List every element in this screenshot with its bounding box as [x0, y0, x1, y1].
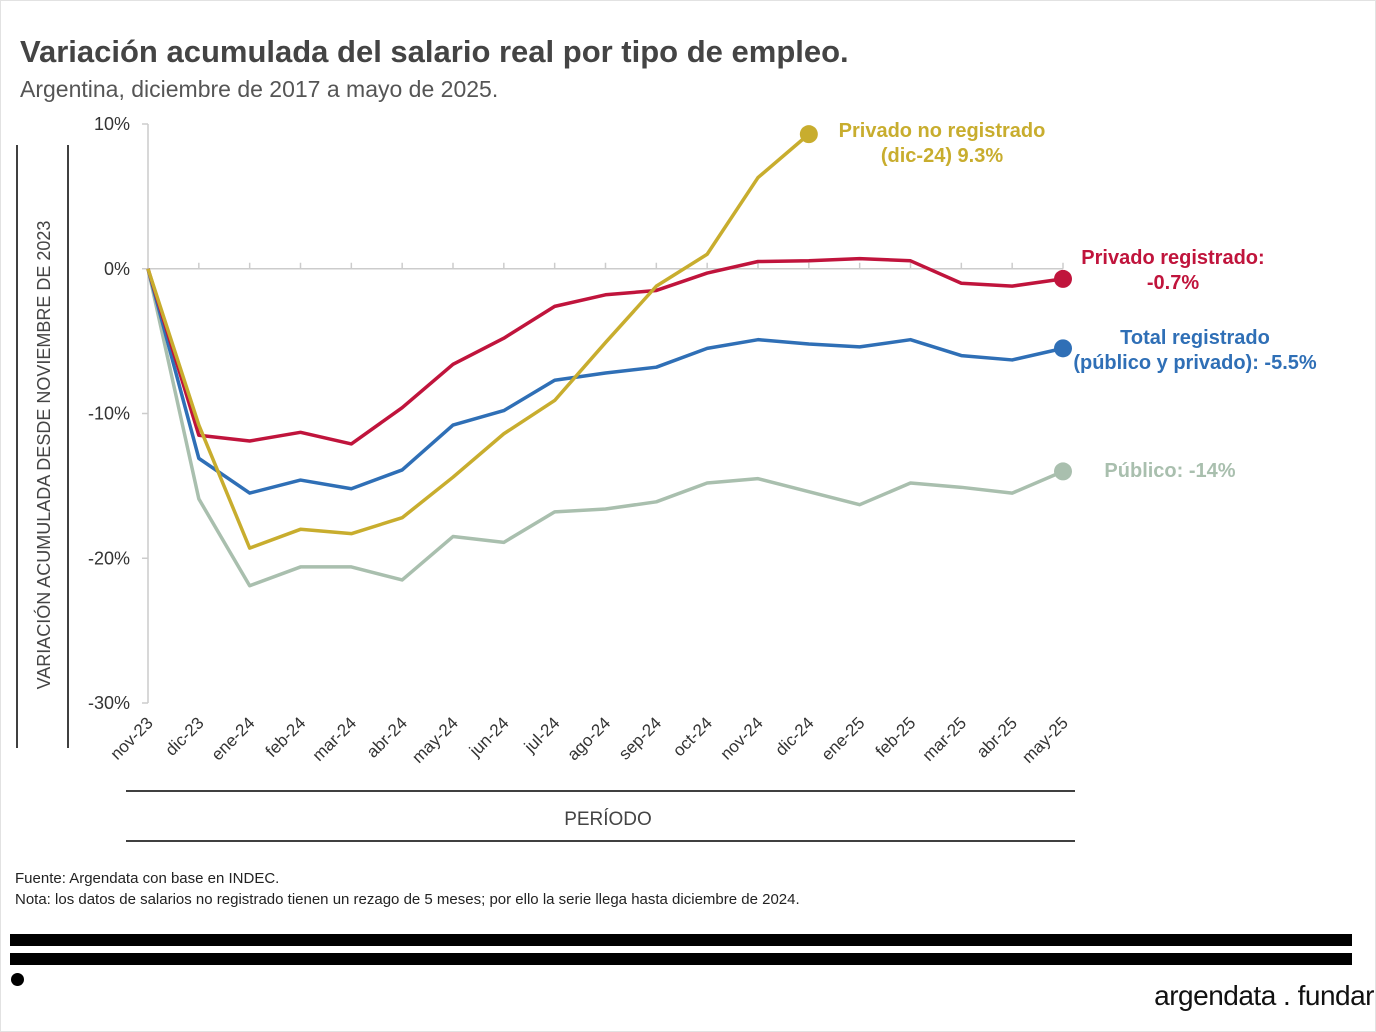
footer-dot: [11, 973, 24, 986]
series-end-point-privado-registrado: [1054, 269, 1072, 288]
series-label-publico: Público: -14%: [1104, 460, 1235, 482]
series-end-point-privado-no-registrado: [799, 125, 818, 144]
y-tick-label: -20%: [88, 548, 130, 568]
x-axis-title: PERÍODO: [564, 809, 652, 830]
series-line-privado-no-registrado: [146, 132, 810, 550]
series-label-privado-registrado: -0.7%: [1147, 272, 1199, 294]
series-line-total-registrado-publico-y-privado: [146, 268, 1064, 495]
x-tick-label: may-25: [1018, 713, 1072, 767]
note-text: Nota: los datos de salarios no registrad…: [15, 891, 800, 908]
x-tick-label: dic-24: [771, 713, 817, 759]
x-tick-label: feb-25: [872, 713, 920, 761]
x-tick-label: mar-25: [919, 713, 971, 765]
y-tick-label: 0%: [104, 259, 130, 279]
x-tick-label: mar-24: [309, 713, 361, 765]
series-end-point-publico: [1054, 462, 1072, 481]
footer-bar: [10, 934, 1352, 946]
x-tick-label: oct-24: [669, 713, 716, 760]
x-tick-label: sep-24: [615, 713, 665, 763]
y-tick-label: 10%: [94, 114, 130, 134]
x-tick-label: feb-24: [262, 713, 310, 761]
series-label-privado-no-registrado: Privado no registrado: [839, 120, 1046, 142]
series-line-publico: [146, 268, 1064, 588]
series-label-privado-no-registrado: (dic-24) 9.3%: [881, 145, 1003, 167]
chart-title: Variación acumulada del salario real por…: [20, 34, 849, 69]
footnotes: Fuente: Argendata con base en INDEC. Not…: [15, 868, 800, 910]
y-tick-label: -30%: [88, 693, 130, 713]
x-tick-label: nov-23: [107, 713, 157, 763]
logo: argendata . fundar: [1154, 980, 1374, 1011]
x-tick-label: jun-24: [465, 713, 513, 761]
series-end-point-total-registrado-publico-y-privado: [1054, 339, 1072, 358]
series-line-privado-registrado: [146, 256, 1064, 446]
source-text: Fuente: Argendata con base en INDEC.: [15, 870, 280, 887]
footer-bar: [10, 953, 1352, 965]
x-tick-label: dic-23: [161, 713, 207, 759]
series-label-total-registrado-publico-y-privado: Total registrado: [1120, 327, 1270, 349]
x-tick-label: abr-25: [973, 713, 1021, 761]
chart-subtitle: Argentina, diciembre de 2017 a mayo de 2…: [20, 76, 499, 102]
x-tick-label: jul-24: [520, 713, 564, 757]
x-tick-label: ene-25: [818, 713, 869, 764]
x-tick-label: abr-24: [363, 713, 411, 761]
x-tick-label: ago-24: [563, 713, 614, 764]
series-label-privado-registrado: Privado registrado:: [1081, 247, 1264, 269]
y-axis-title: VARIACIÓN ACUMULADA DESDE NOVIEMBRE DE 2…: [33, 221, 54, 690]
y-tick-label: -10%: [88, 404, 130, 424]
x-tick-label: ene-24: [208, 713, 259, 764]
x-tick-label: may-24: [408, 713, 462, 767]
x-tick-label: nov-24: [717, 713, 767, 763]
series-label-total-registrado-publico-y-privado: (público y privado): -5.5%: [1073, 352, 1317, 374]
